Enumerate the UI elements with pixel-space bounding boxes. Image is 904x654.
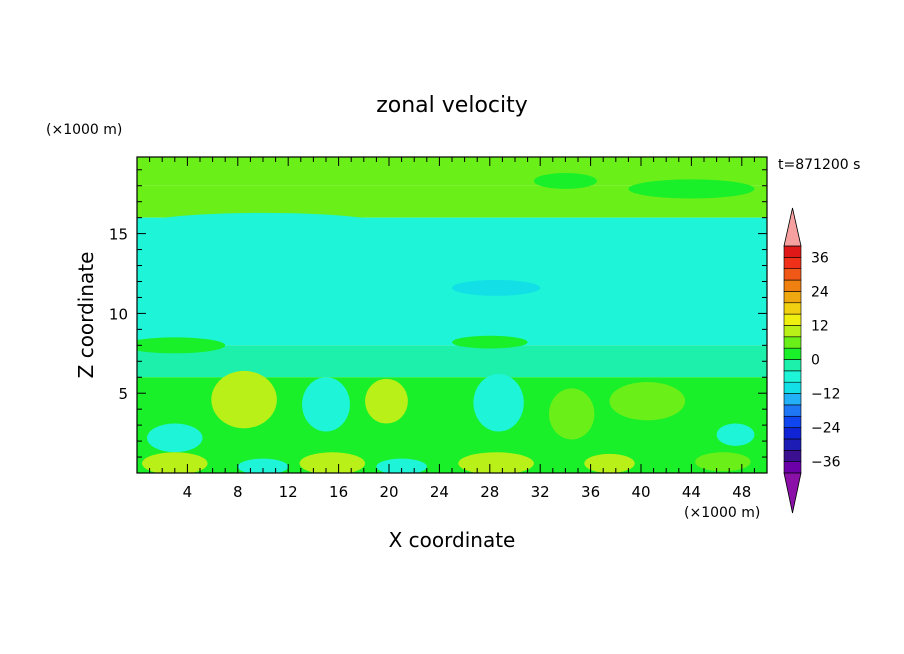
x-tick-label: 20	[379, 483, 398, 501]
colorbar-swatch	[783, 415, 802, 428]
field-contour-region	[206, 161, 408, 185]
colorbar-swatch	[783, 291, 802, 304]
x-axis: 4 8 12 16 20 24 28 32 36 40 44 48	[149, 157, 755, 501]
colorbar-label: 24	[811, 284, 829, 300]
field-band	[137, 345, 767, 378]
field-contour-region	[226, 386, 257, 413]
field-contour-region	[147, 423, 203, 453]
field-contour-region	[458, 452, 534, 473]
colorbar-swatch	[783, 461, 802, 474]
y-axis-unit: (×1000 m)	[46, 122, 122, 138]
time-label: t=871200 s	[778, 157, 860, 173]
field-contour-region	[628, 179, 755, 199]
colorbar-label: 0	[811, 353, 820, 369]
x-tick-label: 36	[581, 483, 600, 501]
field-contour-region	[452, 279, 541, 296]
x-tick-label: 4	[183, 483, 193, 501]
colorbar-swatch	[783, 370, 802, 383]
y-tick-label: 5	[118, 385, 128, 403]
y-tick-label: 15	[109, 226, 128, 244]
x-tick-label: 12	[279, 483, 298, 501]
x-tick-label: 28	[480, 483, 499, 501]
field-contour-region	[549, 388, 595, 440]
field-contour-region	[137, 212, 389, 239]
contour-plot	[136, 156, 768, 474]
x-axis-unit: (×1000 m)	[684, 505, 760, 521]
field-contour-region	[137, 337, 226, 354]
colorbar-label: 36	[811, 250, 829, 266]
x-tick-label: 24	[430, 483, 449, 501]
colorbar-swatch	[783, 393, 802, 406]
colorbar-swatch	[783, 449, 802, 462]
field-contour-region	[302, 377, 350, 432]
colorbar-label: −24	[811, 421, 841, 437]
y-axis-label: Z coordinate	[74, 252, 98, 379]
field-contour-region	[452, 335, 528, 349]
field-contour-region	[695, 452, 751, 472]
field-band	[137, 217, 767, 346]
y-axis: 5 10 15	[109, 169, 767, 458]
field-contour-region	[716, 423, 755, 446]
x-tick-label: 40	[631, 483, 650, 501]
colorbar-swatch	[783, 325, 802, 338]
colorbar-swatch	[783, 302, 802, 315]
field-contour-region	[299, 452, 366, 473]
y-tick-label: 10	[109, 305, 128, 323]
colorbar-swatch	[783, 268, 802, 281]
colorbar-swatch	[783, 245, 802, 258]
velocity-field	[137, 157, 767, 473]
x-axis-label: X coordinate	[389, 528, 516, 552]
colorbar-swatch	[783, 427, 802, 440]
field-contour-region	[473, 374, 524, 432]
colorbar-swatch	[783, 257, 802, 270]
x-tick-label: 48	[732, 483, 751, 501]
colorbar-swatch	[783, 438, 802, 451]
x-tick-label: 16	[329, 483, 348, 501]
colorbar-swatch	[783, 347, 802, 360]
field-contour-region	[142, 452, 208, 473]
colorbar-swatch	[783, 313, 802, 326]
field-contour-region	[533, 172, 597, 189]
colorbar-swatch	[783, 404, 802, 417]
x-tick-label: 32	[531, 483, 550, 501]
x-tick-label: 44	[682, 483, 701, 501]
chart-title: zonal velocity	[376, 93, 528, 118]
colorbar-label: −36	[811, 455, 841, 471]
colorbar: 36 24 12 0 −12 −24 −36	[783, 207, 841, 514]
colorbar-swatch	[783, 359, 802, 372]
colorbar-over-arrow	[783, 207, 802, 247]
field-contour-region	[584, 453, 635, 473]
x-tick-label: 8	[233, 483, 243, 501]
field-contour-region	[609, 382, 686, 421]
colorbar-swatch	[783, 336, 802, 349]
colorbar-label: 12	[811, 318, 829, 334]
colorbar-swatch	[783, 279, 802, 292]
colorbar-under-arrow	[783, 472, 802, 514]
field-contour-region	[365, 378, 408, 424]
colorbar-swatch	[783, 381, 802, 394]
colorbar-label: −12	[811, 387, 841, 403]
